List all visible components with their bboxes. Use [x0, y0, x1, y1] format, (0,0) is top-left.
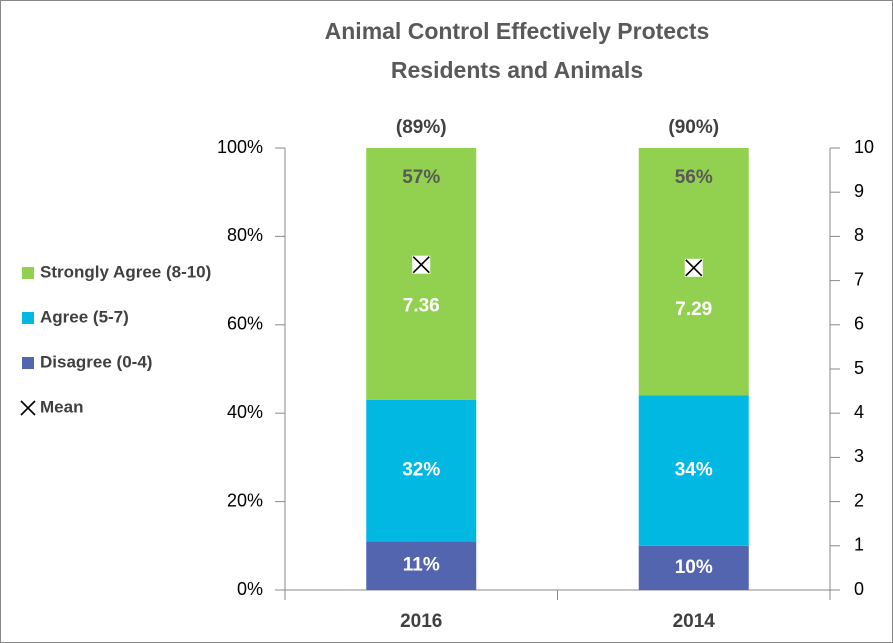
y-tick-label: 80%: [227, 225, 263, 245]
y2-tick-label: 9: [854, 181, 864, 201]
y-tick-label: 0%: [237, 579, 263, 599]
legend-label: Disagree (0-4): [40, 352, 152, 371]
legend-swatch: [22, 267, 34, 279]
data-label: 56%: [675, 167, 713, 188]
annotation: (90%): [668, 117, 719, 138]
x-tick-label: 2016: [400, 611, 442, 632]
mean-marker: [684, 258, 703, 277]
bar-segment: [638, 395, 749, 546]
bar-segment: [638, 545, 749, 590]
x-tick-label: 2014: [673, 611, 716, 632]
y2-tick-label: 3: [854, 446, 864, 466]
bar-segment: [366, 148, 477, 400]
data-label: 7.29: [675, 299, 712, 320]
y2-tick-label: 4: [854, 402, 864, 422]
y-tick-label: 20%: [227, 490, 263, 510]
legend-label: Agree (5-7): [40, 307, 129, 326]
y2-tick-label: 7: [854, 269, 864, 289]
data-label: 34%: [675, 460, 713, 481]
mean-marker: [412, 255, 431, 274]
legend-swatch: [22, 312, 34, 324]
y2-tick-label: 6: [854, 314, 864, 334]
y2-tick-label: 8: [854, 225, 864, 245]
legend-swatch: [22, 357, 34, 369]
legend-label: Strongly Agree (8-10): [40, 262, 211, 281]
y2-tick-label: 2: [854, 490, 864, 510]
data-label: 7.36: [403, 296, 440, 317]
data-label: 32%: [402, 460, 440, 481]
chart-title: Residents and Animals: [391, 57, 643, 83]
annotation: (89%): [396, 117, 447, 138]
y2-tick-label: 1: [854, 535, 864, 555]
y-tick-label: 100%: [217, 137, 263, 157]
chart-title: Animal Control Effectively Protects: [325, 18, 710, 44]
data-label: 10%: [675, 557, 713, 578]
bar-segment: [366, 541, 477, 590]
y-tick-label: 40%: [227, 402, 263, 422]
legend-marker: [20, 400, 36, 416]
y-tick-label: 60%: [227, 314, 263, 334]
y2-tick-label: 0: [854, 579, 864, 599]
data-label: 11%: [403, 555, 440, 576]
y2-tick-label: 10: [854, 137, 874, 157]
legend-label: Mean: [40, 397, 83, 416]
y2-tick-label: 5: [854, 358, 864, 378]
data-label: 57%: [402, 167, 440, 188]
bar-segment: [366, 399, 477, 542]
